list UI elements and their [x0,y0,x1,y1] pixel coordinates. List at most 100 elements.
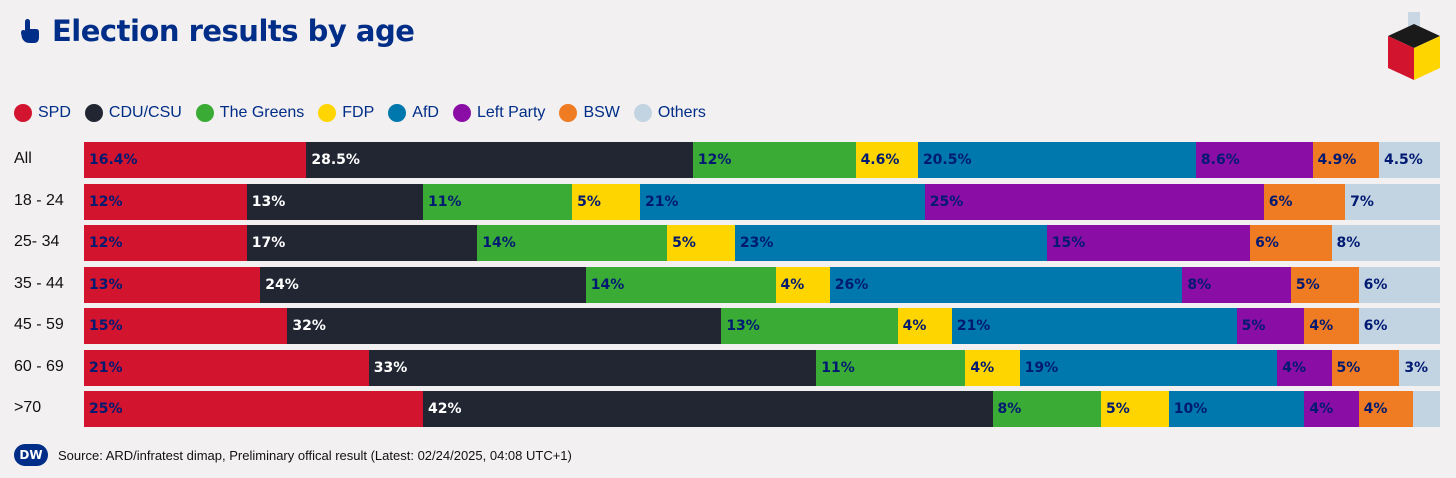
legend-item: BSW [559,104,620,122]
legend-item: Others [633,104,706,122]
bar-segment [246,225,478,261]
data-label: 4% [970,359,995,376]
data-label: 20.5% [922,152,972,168]
category-label: 25- 34 [14,233,60,250]
bar-segment [84,349,369,386]
bar-segment [306,142,693,178]
bar-segment [897,308,952,344]
bar-row: 16.4% 28.5% 12% 4.6% 20.5% 8.6% 4.9% 4.5% [84,142,1440,178]
data-label: 13% [251,193,286,210]
category-label: All [14,150,32,167]
legend-swatch [452,104,471,122]
data-label: 13% [726,318,760,334]
data-label: 8% [1187,276,1212,293]
bar-row: 12% 13% 11% 5% 21% 25% 6% 7% [84,183,1440,220]
bar-segment [84,266,261,303]
legend-item: AfD [388,104,439,122]
bar-row: 12% 17% 14% 5% 23% 15% 6% 8% [84,225,1440,261]
legend-item: CDU/CSU [84,104,182,122]
bar-segment [951,308,1237,344]
bar-segment [1358,308,1440,344]
legend-swatch [84,104,103,122]
data-label: 5% [1336,359,1361,376]
bar-segment [816,349,966,386]
bar-segment [917,142,1196,178]
data-label: 5% [1106,401,1130,417]
ballot-box-logo [1384,10,1442,80]
bar-segment [1195,142,1313,178]
category-label: 45 - 59 [14,316,64,333]
bar-segment [1331,225,1440,261]
legend-label: The Greens [219,104,305,121]
data-label: 5% [672,235,696,251]
legend-item: Left Party [452,104,546,122]
legend-label: SPD [38,104,71,121]
data-label: 4.6% [860,152,900,168]
bar-segment [1378,142,1440,178]
data-label: 12% [697,152,732,168]
data-label: 12% [89,235,123,251]
bar-segment [1250,225,1332,261]
bar-segment [1399,349,1440,386]
legend-item: SPD [14,104,71,122]
data-label: 25% [929,193,964,210]
bar-segment [721,308,898,344]
legend-swatch [14,104,32,122]
bar-segment [1101,391,1169,427]
data-label: 6% [1268,193,1293,210]
legend-label: FDP [342,104,375,121]
data-label: 6% [1363,318,1388,334]
data-label: 14% [482,235,516,251]
data-label: 23% [739,235,774,251]
bar-segment [287,308,722,344]
data-label: 10% [1173,401,1208,417]
bar-segment [368,349,817,386]
bar-segment [1182,266,1291,303]
bar-segment [639,183,925,220]
data-label: 15% [1051,235,1086,251]
bar-segment [84,183,247,220]
data-label: 21% [89,359,123,376]
chart-title: Election results by age [52,14,415,48]
bar-segment [423,183,573,220]
legend-label: Left Party [476,104,546,121]
data-label: 3% [1404,359,1429,376]
bar-segment [1345,183,1440,220]
data-label: 33% [373,359,408,376]
data-label: 26% [834,276,869,293]
data-label: 11% [428,193,462,210]
bar-segment [1046,225,1251,261]
data-label: 28.5% [311,152,360,168]
bar-segment [1263,183,1346,220]
bar-segment [965,349,1020,386]
bar-segment [1168,391,1305,427]
bar-segment [260,266,586,303]
bar-segment [667,225,735,261]
bar-segment [1304,308,1359,344]
data-label: 14% [590,276,625,293]
data-label: 5% [577,193,601,210]
data-label: 8% [1336,235,1361,251]
bar-segment [855,142,918,178]
data-label: 25% [89,401,123,417]
data-label: 12% [89,193,123,210]
legend-swatch [559,104,578,122]
bar-segment [1412,391,1440,427]
data-label: 21% [644,193,679,210]
bar-segment [1290,266,1359,303]
legend-swatch [195,104,214,122]
legend-label: BSW [583,104,620,121]
bar-segment [246,183,423,220]
legend-item: The Greens [195,104,305,122]
legend: SPD CDU/CSU The Greens FDP AfD Left Party BSW O… [14,104,720,122]
data-label: 4% [1363,401,1388,417]
pointing-hand-icon [21,19,39,43]
bar-segment [692,142,856,178]
data-label: 6% [1363,276,1388,293]
data-label: 42% [428,401,462,417]
data-label: 4% [902,318,927,334]
data-label: 5% [1241,318,1266,334]
title-row: Election results by age [18,14,415,48]
data-label: 24% [265,276,299,293]
